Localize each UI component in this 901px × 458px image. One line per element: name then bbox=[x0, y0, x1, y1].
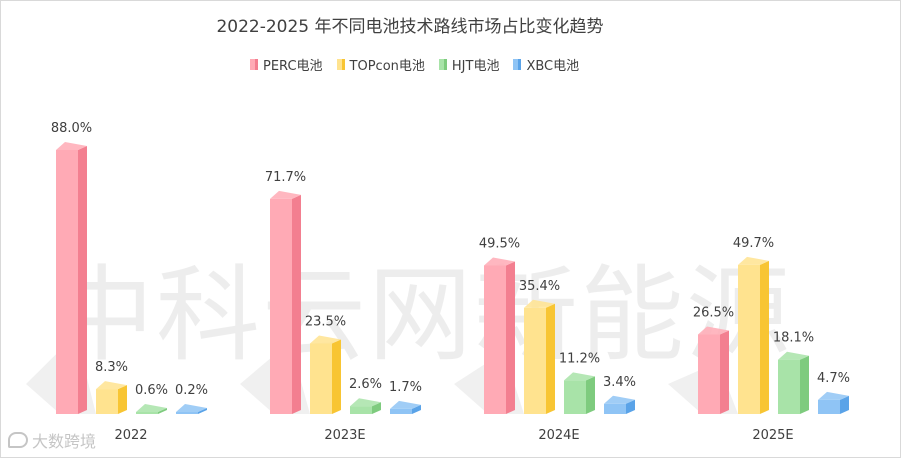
bar-top-topcon-2025E bbox=[738, 256, 769, 265]
data-label-xbc-2023E: 1.7% bbox=[389, 380, 422, 395]
bar-perc-2022 bbox=[56, 150, 78, 414]
bar-top-topcon-2023E bbox=[310, 335, 341, 344]
data-label-hjt-2022: 0.6% bbox=[135, 383, 168, 398]
bar-side-hjt-2022 bbox=[158, 408, 167, 414]
bar-top-perc-2024E bbox=[484, 257, 515, 266]
legend-label-hjt: HJT电池 bbox=[451, 58, 500, 74]
x-tick-label-2023E: 2023E bbox=[324, 428, 365, 443]
x-tick-label-2022: 2022 bbox=[114, 428, 147, 443]
bar-top-xbc-2022 bbox=[176, 404, 207, 412]
bar-side-xbc-2024E bbox=[626, 399, 635, 414]
brand-icon bbox=[8, 432, 28, 448]
bar-side-topcon-2022 bbox=[118, 385, 127, 414]
data-label-perc-2024E: 49.5% bbox=[479, 237, 520, 252]
bar-hjt-2025E bbox=[778, 359, 800, 414]
data-label-topcon-2023E: 23.5% bbox=[305, 315, 346, 330]
bar-topcon-2025E bbox=[738, 264, 760, 414]
legend-swatch-perc bbox=[250, 58, 258, 70]
bar-top-perc-2023E bbox=[270, 190, 301, 199]
data-label-perc-2023E: 71.7% bbox=[265, 170, 306, 185]
x-tick-label-2024E: 2024E bbox=[538, 428, 579, 443]
legend-item-xbc: XBC电池 bbox=[513, 55, 579, 74]
data-label-perc-2025E: 26.5% bbox=[693, 306, 734, 321]
data-label-topcon-2022: 8.3% bbox=[95, 360, 128, 375]
bar-perc-2024E bbox=[484, 265, 506, 414]
legend-swatch-xbc bbox=[513, 58, 522, 70]
bar-topcon-2023E bbox=[310, 343, 332, 414]
bar-side-topcon-2025E bbox=[760, 260, 769, 414]
bar-top-perc-2022 bbox=[56, 142, 87, 150]
bar-top-xbc-2023E bbox=[390, 400, 421, 409]
bar-xbc-2025E bbox=[818, 399, 840, 414]
bar-side-xbc-2025E bbox=[840, 395, 849, 414]
bar-top-topcon-2024E bbox=[524, 299, 555, 308]
data-label-xbc-2025E: 4.7% bbox=[817, 371, 850, 386]
bar-hjt-2022 bbox=[136, 412, 158, 414]
chart-title: 2022-2025 年不同电池技术路线市场占比变化趋势 bbox=[216, 17, 604, 37]
bar-side-topcon-2023E bbox=[332, 339, 341, 414]
bar-xbc-2023E bbox=[390, 408, 412, 414]
data-label-hjt-2023E: 2.6% bbox=[349, 377, 382, 392]
legend-label-topcon: TOPcon电池 bbox=[349, 58, 425, 74]
data-label-topcon-2024E: 35.4% bbox=[519, 279, 560, 294]
data-label-hjt-2025E: 18.1% bbox=[773, 331, 814, 346]
bar-side-hjt-2023E bbox=[372, 402, 381, 414]
bar-side-xbc-2023E bbox=[412, 404, 421, 414]
chart-legend: PERC电池 TOPcon电池 HJT电池 XBC电池 bbox=[250, 55, 579, 74]
data-label-xbc-2022: 0.2% bbox=[175, 383, 208, 398]
legend-item-hjt: HJT电池 bbox=[438, 55, 500, 74]
data-label-perc-2022: 88.0% bbox=[51, 121, 92, 136]
bar-side-topcon-2024E bbox=[546, 303, 555, 414]
legend-label-perc: PERC电池 bbox=[263, 58, 323, 74]
bar-top-hjt-2024E bbox=[564, 372, 595, 381]
bar-top-hjt-2023E bbox=[350, 398, 381, 407]
bar-top-topcon-2022 bbox=[96, 381, 127, 390]
bar-perc-2023E bbox=[270, 198, 292, 414]
bar-xbc-2024E bbox=[604, 403, 626, 414]
legend-label-xbc: XBC电池 bbox=[526, 58, 580, 74]
legend-swatch-hjt bbox=[438, 58, 447, 70]
bar-side-xbc-2022 bbox=[198, 408, 207, 414]
bar-topcon-2022 bbox=[96, 389, 118, 414]
bar-top-hjt-2022 bbox=[136, 404, 167, 412]
brand-text: 大数跨境 bbox=[32, 432, 97, 451]
brand-logo: 大数跨境 bbox=[8, 428, 96, 452]
bar-top-xbc-2024E bbox=[604, 395, 635, 404]
data-label-xbc-2024E: 3.4% bbox=[603, 375, 636, 390]
data-label-hjt-2024E: 11.2% bbox=[559, 351, 600, 366]
bar-side-perc-2024E bbox=[506, 261, 515, 414]
bar-side-perc-2023E bbox=[292, 194, 301, 414]
legend-swatch-topcon bbox=[336, 58, 345, 70]
bar-side-hjt-2025E bbox=[800, 355, 809, 414]
legend-item-topcon: TOPcon电池 bbox=[336, 55, 425, 74]
bar-perc-2025E bbox=[698, 334, 720, 414]
bar-top-perc-2025E bbox=[698, 326, 729, 335]
bar-top-hjt-2025E bbox=[778, 351, 809, 360]
bar-xbc-2022 bbox=[176, 412, 198, 414]
bar-hjt-2023E bbox=[350, 406, 372, 414]
data-label-topcon-2025E: 49.7% bbox=[733, 236, 774, 251]
bar-side-perc-2025E bbox=[720, 330, 729, 414]
bar-top-xbc-2025E bbox=[818, 391, 849, 400]
bar-side-perc-2022 bbox=[78, 146, 87, 414]
x-tick-label-2025E: 2025E bbox=[752, 428, 793, 443]
bar-side-hjt-2024E bbox=[586, 376, 595, 414]
legend-item-perc: PERC电池 bbox=[250, 55, 323, 74]
bar-topcon-2024E bbox=[524, 307, 546, 414]
bar-hjt-2024E bbox=[564, 380, 586, 414]
